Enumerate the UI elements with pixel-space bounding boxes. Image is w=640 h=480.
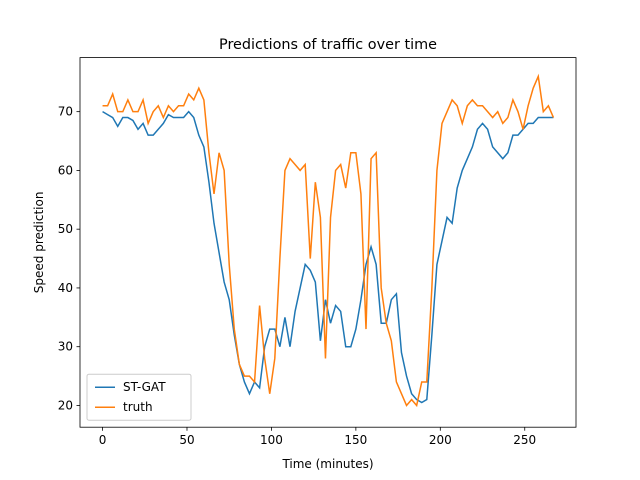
y-tick-label: 40	[58, 281, 73, 295]
legend-box	[86, 373, 192, 421]
y-axis-label: Speed prediction	[32, 192, 46, 294]
x-tick-label: 100	[260, 433, 283, 447]
legend-label: ST-GAT	[123, 380, 166, 394]
x-tick-label: 150	[344, 433, 367, 447]
y-tick-label: 50	[58, 222, 73, 236]
y-tick-label: 30	[58, 340, 73, 354]
legend-label: truth	[123, 400, 153, 414]
x-tick-label: 50	[179, 433, 194, 447]
y-tick-label: 70	[58, 105, 73, 119]
x-tick-label: 200	[429, 433, 452, 447]
plot-frame	[79, 57, 577, 428]
x-axis-label: Time (minutes)	[281, 457, 373, 471]
x-tick-label: 0	[99, 433, 107, 447]
line-series	[102, 73, 555, 408]
x-tick-label: 250	[513, 433, 536, 447]
line-series	[102, 110, 554, 404]
chart-title: Predictions of traffic over time	[219, 37, 437, 53]
y-tick-label: 20	[58, 398, 73, 412]
y-tick-label: 60	[58, 163, 73, 177]
